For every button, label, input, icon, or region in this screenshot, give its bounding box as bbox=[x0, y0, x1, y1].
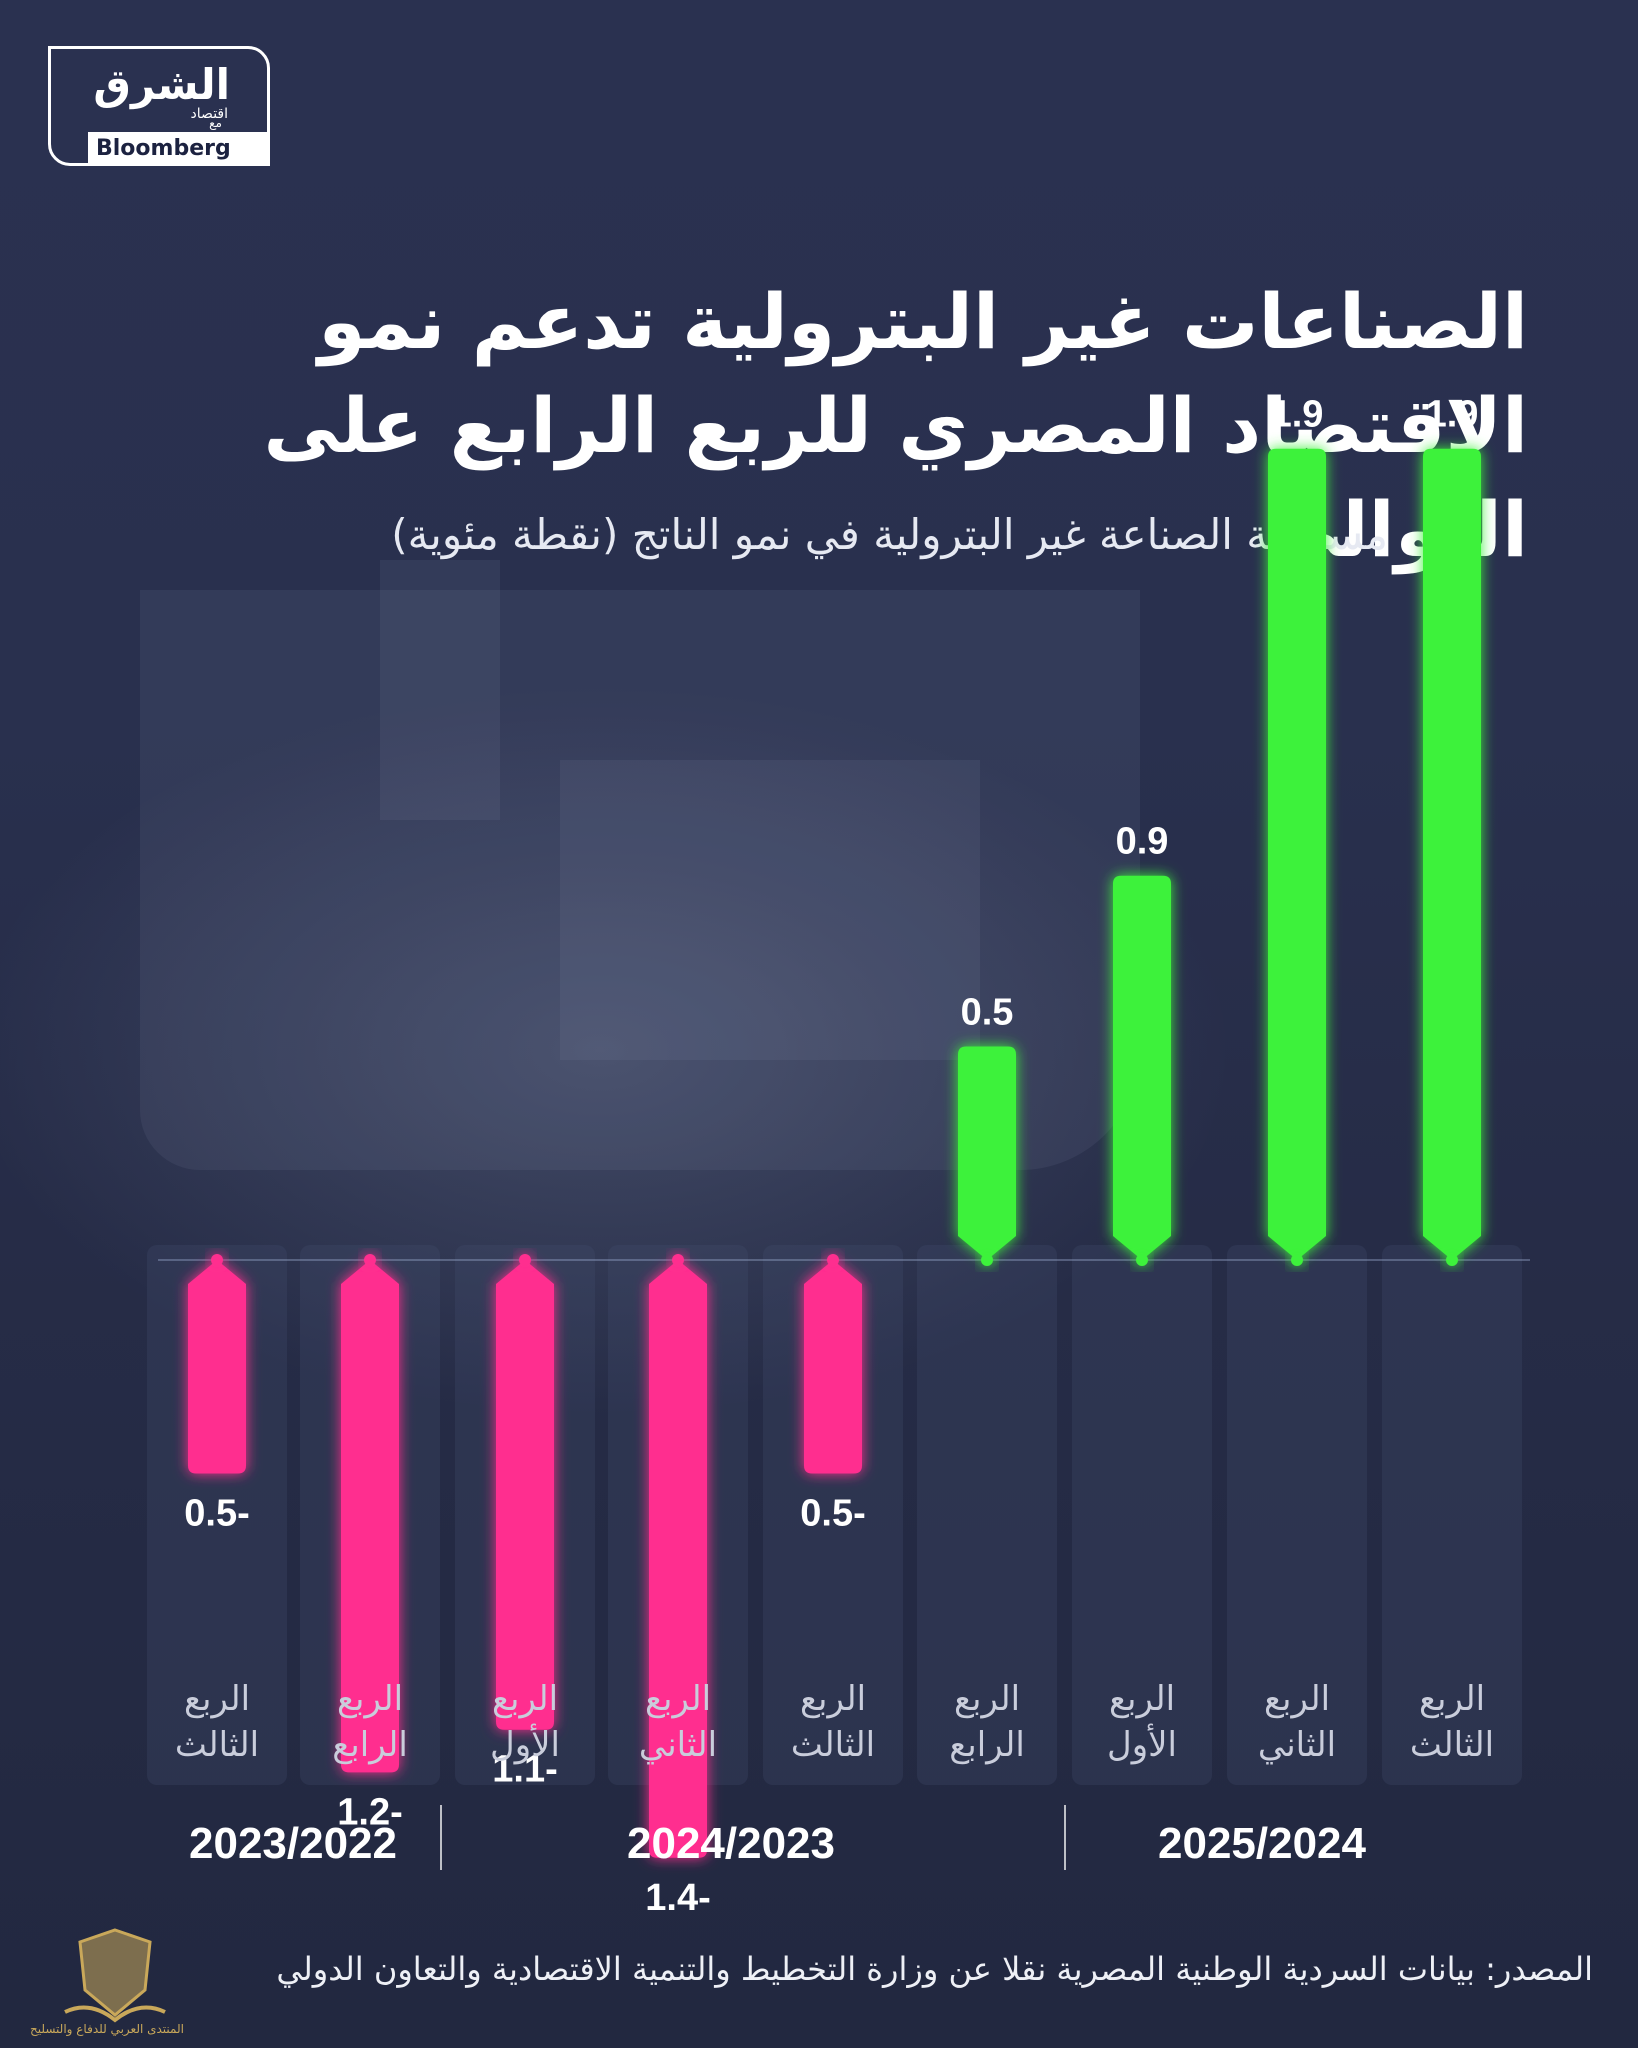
category-label-7-line-1: الربع bbox=[1109, 1679, 1175, 1719]
bar-7 bbox=[1113, 875, 1171, 1260]
category-label-1-line-1: الربع bbox=[184, 1679, 250, 1719]
year-group-label-1: 2023/2022 bbox=[189, 1819, 397, 1868]
bar-value-label-1: 0.5- bbox=[184, 1493, 249, 1535]
bar-value-label-5: 0.5- bbox=[800, 1493, 865, 1535]
category-column-5 bbox=[763, 1245, 903, 1785]
watermark-text: المنتدى العربي للدفاع والتسليح bbox=[30, 2022, 184, 2036]
logo-partner: Bloomberg bbox=[88, 132, 268, 166]
bar-4 bbox=[649, 1260, 707, 1858]
category-column-6 bbox=[917, 1245, 1057, 1785]
category-column-7 bbox=[1072, 1245, 1212, 1785]
bar-9 bbox=[1423, 448, 1481, 1260]
bar-zero-dot-5 bbox=[827, 1254, 839, 1266]
bar-value-label-3: 1.1- bbox=[492, 1749, 557, 1791]
bar-value-label-9: 1.9 bbox=[1426, 394, 1479, 436]
container-stack-silhouette bbox=[560, 760, 980, 1060]
category-label-4-line-2: الثاني bbox=[639, 1725, 717, 1765]
category-label-8-line-2: الثاني bbox=[1258, 1725, 1336, 1765]
category-column-8 bbox=[1227, 1245, 1367, 1785]
category-label-7-line-2: الأول bbox=[1107, 1723, 1177, 1765]
bar-zero-dot-6 bbox=[981, 1254, 993, 1266]
category-label-9-line-2: الثالث bbox=[1410, 1725, 1494, 1765]
bar-3 bbox=[496, 1260, 554, 1730]
forum-shield-emblem bbox=[64, 1928, 166, 2023]
bridge-tower-silhouette bbox=[380, 560, 500, 820]
logo-brand-sub: اقتصاد bbox=[190, 106, 228, 122]
category-column-1 bbox=[147, 1245, 287, 1785]
bar-1 bbox=[188, 1260, 246, 1474]
source-note: المصدر: بيانات السردية الوطنية المصرية ن… bbox=[276, 1950, 1593, 1988]
category-label-9-line-1: الربع bbox=[1419, 1679, 1485, 1719]
bar-zero-dot-1 bbox=[211, 1254, 223, 1266]
bar-8 bbox=[1268, 448, 1326, 1260]
bar-value-label-7: 0.9 bbox=[1116, 821, 1169, 863]
bar-zero-dot-9 bbox=[1446, 1254, 1458, 1266]
bar-zero-dot-3 bbox=[519, 1254, 531, 1266]
category-label-6-line-2: الرابع bbox=[949, 1725, 1025, 1765]
bar-2 bbox=[341, 1260, 399, 1773]
bar-zero-dot-7 bbox=[1136, 1254, 1148, 1266]
category-label-2-line-1: الربع bbox=[337, 1679, 403, 1719]
bar-6 bbox=[958, 1046, 1016, 1260]
category-label-1-line-2: الثالث bbox=[175, 1725, 259, 1765]
category-label-4-line-1: الربع bbox=[645, 1679, 711, 1719]
bar-value-label-6: 0.5 bbox=[961, 992, 1014, 1034]
logo-partner-prefix: مع bbox=[209, 116, 222, 130]
bar-value-label-2: 1.2- bbox=[337, 1791, 402, 1833]
category-label-5-line-1: الربع bbox=[800, 1679, 866, 1719]
bar-5 bbox=[804, 1260, 862, 1474]
category-label-8-line-1: الربع bbox=[1264, 1679, 1330, 1719]
category-label-6-line-1: الربع bbox=[954, 1679, 1020, 1719]
year-group-label-2: 2024/2023 bbox=[627, 1819, 835, 1868]
category-label-5-line-2: الثالث bbox=[791, 1725, 875, 1765]
bar-zero-dot-8 bbox=[1291, 1254, 1303, 1266]
category-label-3-line-2: الأول bbox=[490, 1723, 560, 1765]
chart-subtitle: مساهمة الصناعة غير البترولية في نمو النا… bbox=[391, 510, 1388, 559]
logo-brand-name: الشرق bbox=[93, 60, 230, 109]
bar-zero-dot-4 bbox=[672, 1254, 684, 1266]
category-column-9 bbox=[1382, 1245, 1522, 1785]
year-group-label-3: 2025/2024 bbox=[1158, 1819, 1367, 1868]
bar-value-label-8: 1.9 bbox=[1271, 394, 1324, 436]
bar-zero-dot-2 bbox=[364, 1254, 376, 1266]
category-label-3-line-1: الربع bbox=[492, 1679, 558, 1719]
brand-logo: الشرق اقتصاد مع Bloomberg bbox=[48, 46, 270, 166]
category-label-2-line-2: الرابع bbox=[332, 1725, 408, 1765]
bar-value-label-4: 1.4- bbox=[645, 1877, 710, 1919]
